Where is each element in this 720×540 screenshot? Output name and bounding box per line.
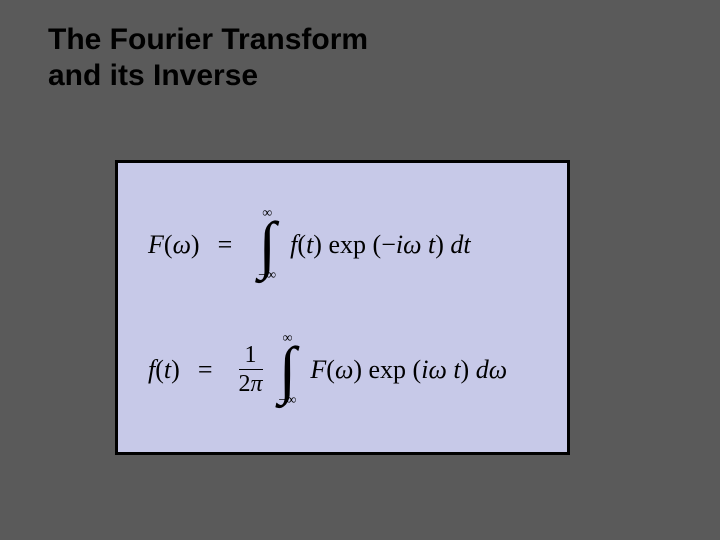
eq2-fraction: 1 2π (234, 343, 266, 396)
integral-sign: ∫ (258, 221, 276, 269)
formula-box: F(ω) = ∞ ∫ −∞ f(t) exp (−iω t) dt f(t) =… (115, 160, 570, 455)
inverse-fourier-equation: f(t) = 1 2π ∞ ∫ −∞ F(ω) exp (iω t) dω (148, 310, 537, 430)
fraction-numerator: 1 (239, 343, 263, 370)
title-line-1: The Fourier Transform (48, 23, 368, 56)
fraction-denominator: 2π (234, 370, 266, 396)
integral-sign: ∫ (279, 346, 297, 394)
eq2-lhs: f(t) (148, 355, 180, 385)
eq1-integrand: f(t) exp (−iω t) dt (290, 230, 470, 260)
fourier-transform-equation: F(ω) = ∞ ∫ −∞ f(t) exp (−iω t) dt (148, 185, 537, 305)
lower-limit: −∞ (279, 394, 297, 408)
eq2-equals: = (198, 355, 213, 385)
title-line-2: and its Inverse (48, 59, 258, 92)
lower-limit: −∞ (258, 269, 276, 283)
eq2-integrand: F(ω) exp (iω t) dω (310, 355, 507, 385)
slide: The Fourier Transform and its Inverse F(… (0, 0, 720, 540)
slide-title: The Fourier Transform and its Inverse (48, 22, 368, 94)
eq1-integral: ∞ ∫ −∞ (258, 207, 276, 283)
eq1-lhs: F(ω) (148, 230, 200, 260)
eq1-equals: = (218, 230, 233, 260)
eq2-integral: ∞ ∫ −∞ (279, 332, 297, 408)
